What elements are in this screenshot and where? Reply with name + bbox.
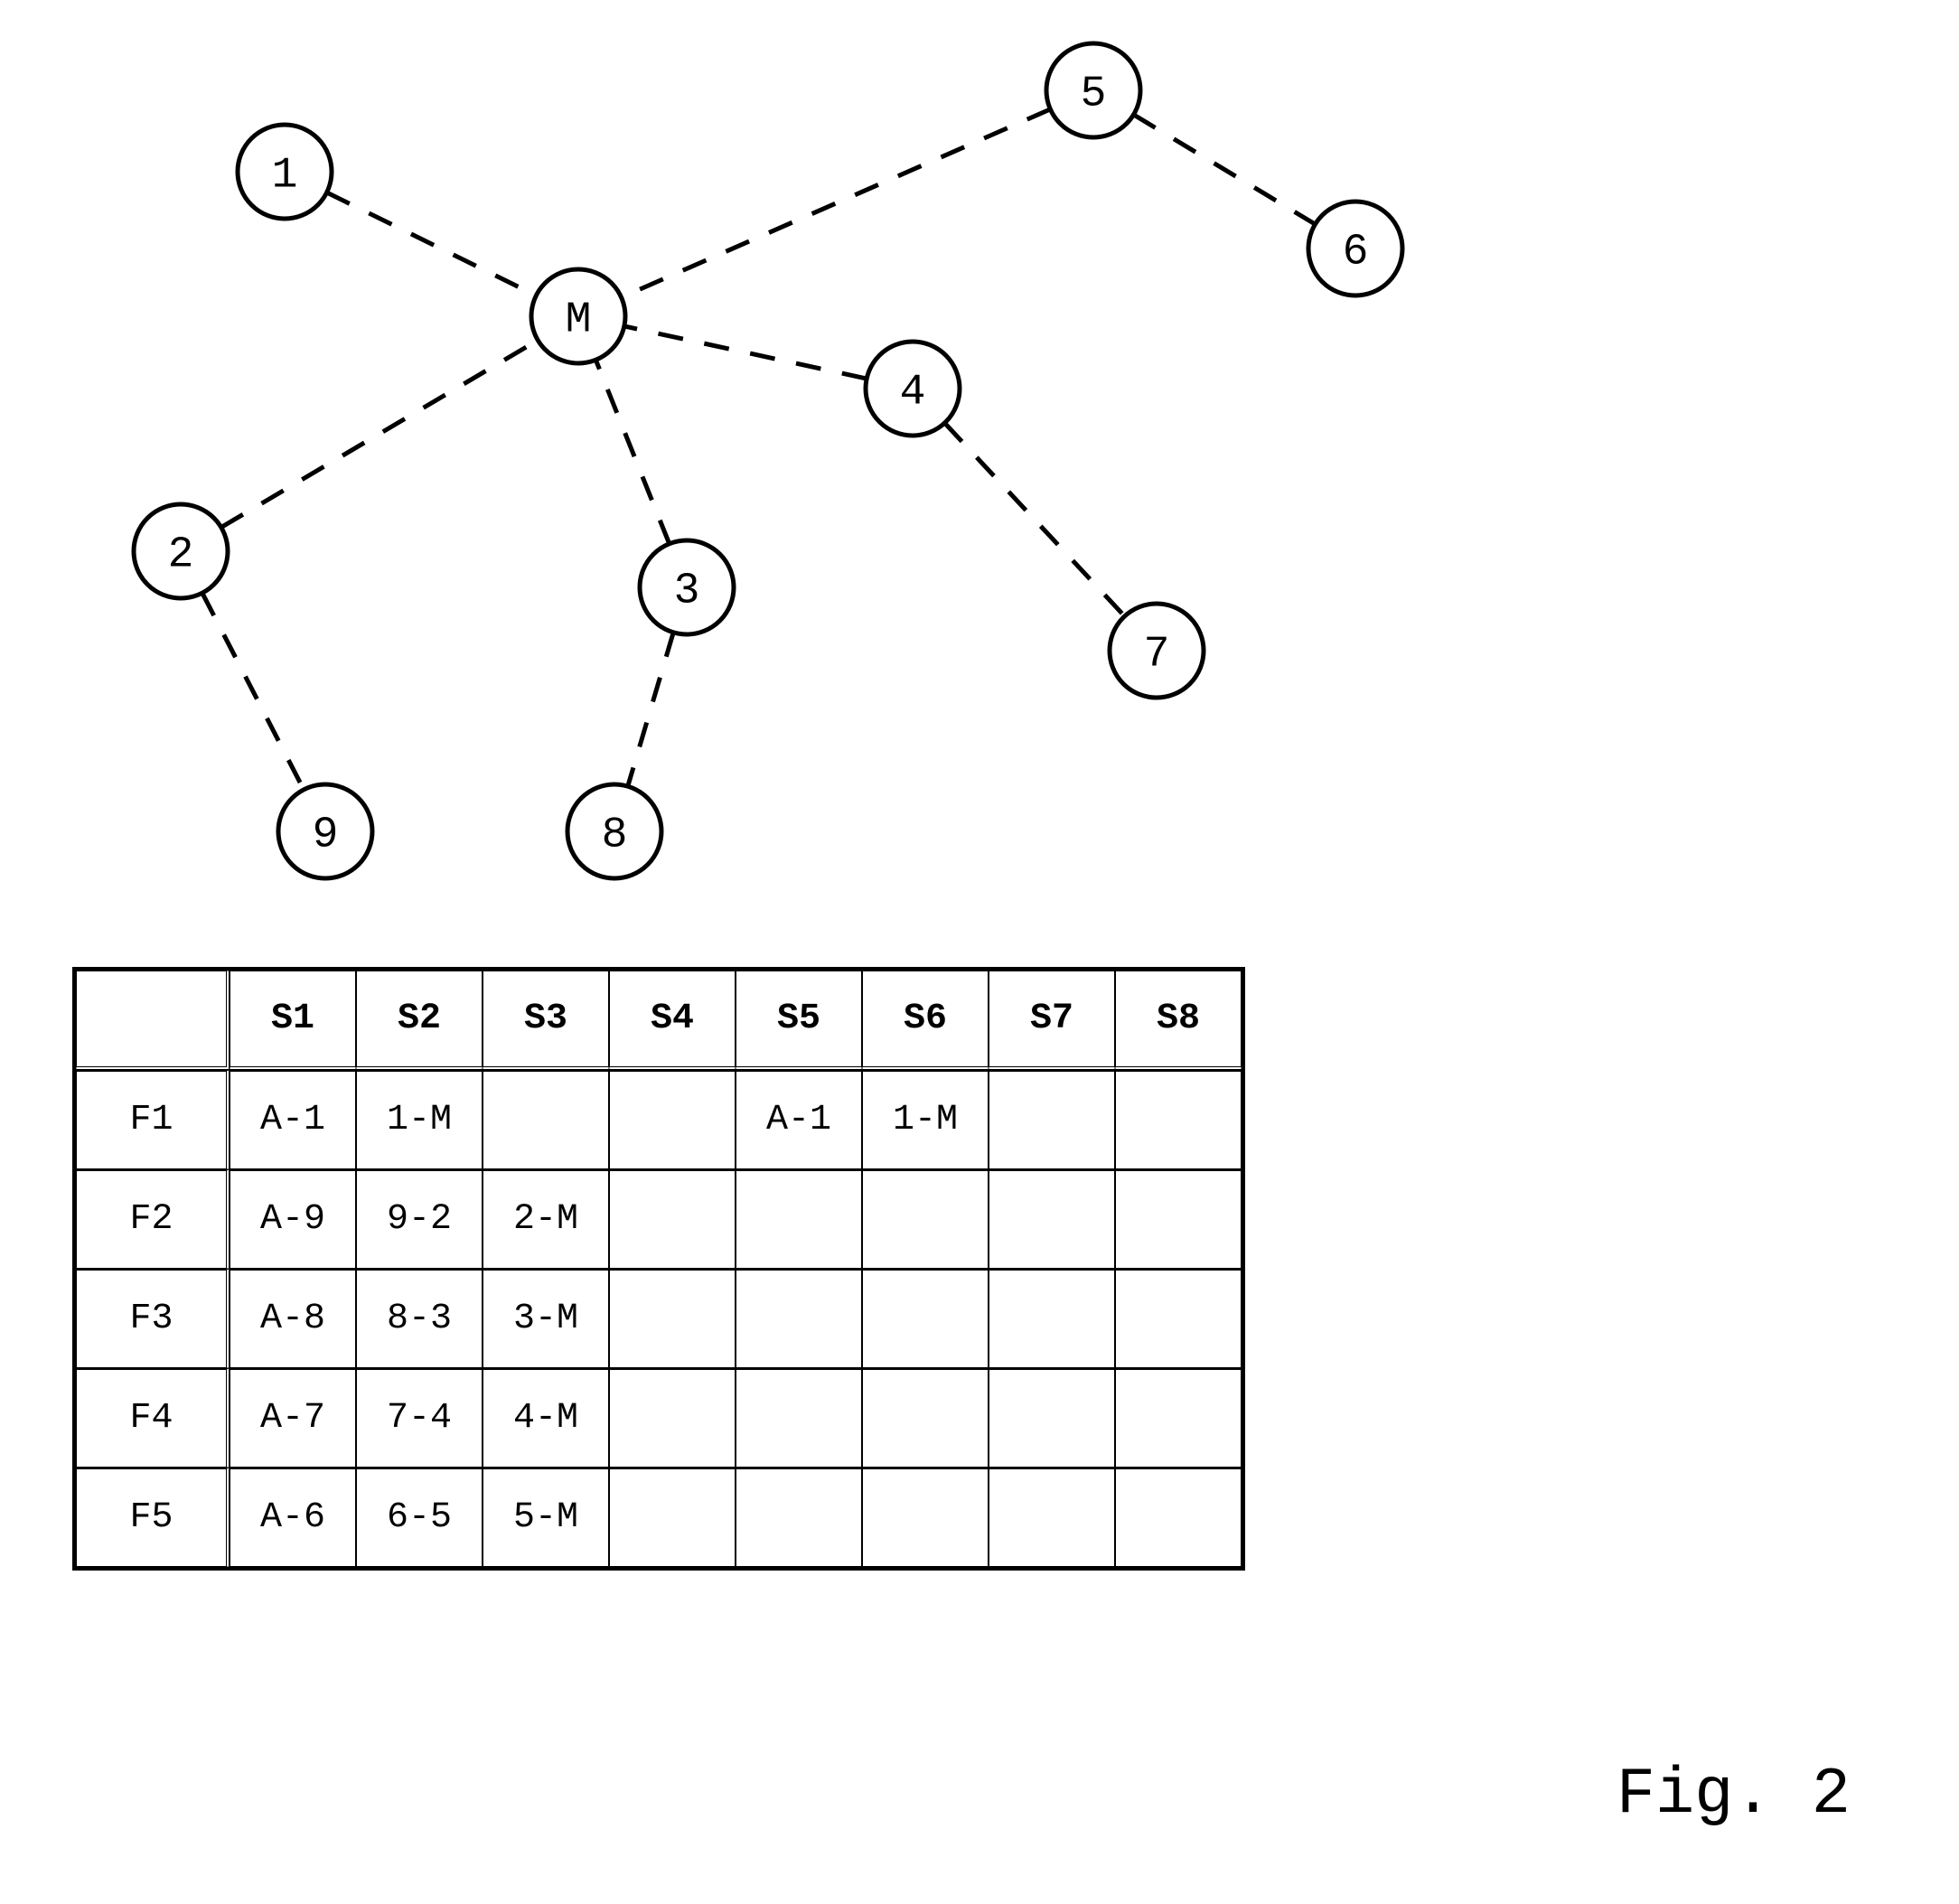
table-cell bbox=[736, 1368, 862, 1468]
edge-n2-n9 bbox=[202, 593, 304, 790]
table-cell bbox=[1115, 1468, 1242, 1567]
edge-n3-n8 bbox=[628, 633, 673, 786]
table-row: F3A-88-33-M bbox=[76, 1269, 1242, 1368]
table-cell bbox=[1115, 1269, 1242, 1368]
table-cell bbox=[1115, 1070, 1242, 1169]
node-label-2: 2 bbox=[168, 531, 194, 580]
node-1: 1 bbox=[238, 125, 332, 219]
edge-n3-nM bbox=[595, 360, 669, 543]
table-cell: 1-M bbox=[862, 1070, 989, 1169]
column-header: S5 bbox=[736, 971, 862, 1070]
graph-svg: 1 2 3 4 5 6 7 8 9 M bbox=[72, 18, 1518, 922]
node-9: 9 bbox=[278, 784, 372, 878]
table-cell bbox=[609, 1070, 736, 1169]
column-header: S1 bbox=[230, 971, 356, 1070]
table-cell bbox=[862, 1468, 989, 1567]
table-cell bbox=[1115, 1368, 1242, 1468]
table-cell bbox=[736, 1169, 862, 1269]
table-cell bbox=[989, 1269, 1115, 1368]
edge-n1-nM bbox=[327, 192, 537, 295]
table-row: F1A-11-MA-11-M bbox=[76, 1070, 1242, 1169]
column-header: S2 bbox=[356, 971, 483, 1070]
row-header: F5 bbox=[76, 1468, 230, 1567]
page: 123456789M S1S2S3S4S5S6S7S8 F1A-11-MA-11… bbox=[0, 0, 1959, 1904]
node-6: 6 bbox=[1308, 202, 1402, 295]
table-cell bbox=[609, 1468, 736, 1567]
edge-n4-n7 bbox=[944, 423, 1124, 616]
table-cell bbox=[989, 1070, 1115, 1169]
table-cell: A-8 bbox=[230, 1269, 356, 1368]
node-label-9: 9 bbox=[313, 811, 339, 860]
table-cell: 6-5 bbox=[356, 1468, 483, 1567]
node-3: 3 bbox=[640, 540, 734, 634]
node-7: 7 bbox=[1110, 604, 1204, 698]
table-corner bbox=[76, 971, 230, 1070]
node-label-8: 8 bbox=[602, 811, 628, 860]
table-cell: A-1 bbox=[736, 1070, 862, 1169]
table-row: F2A-99-22-M bbox=[76, 1169, 1242, 1269]
row-header: F1 bbox=[76, 1070, 230, 1169]
edge-n5-n6 bbox=[1134, 115, 1316, 224]
edge-n2-nM bbox=[221, 340, 538, 527]
node-5: 5 bbox=[1046, 43, 1140, 137]
table-cell: 7-4 bbox=[356, 1368, 483, 1468]
table-cell bbox=[989, 1368, 1115, 1468]
table-cell bbox=[609, 1169, 736, 1269]
table-cell bbox=[989, 1169, 1115, 1269]
column-header: S6 bbox=[862, 971, 989, 1070]
node-label-7: 7 bbox=[1144, 631, 1170, 680]
table-cell: 5-M bbox=[483, 1468, 609, 1567]
node-label-3: 3 bbox=[674, 567, 700, 616]
table-cell bbox=[736, 1269, 862, 1368]
table-cell: 2-M bbox=[483, 1169, 609, 1269]
schedule-table-wrap: S1S2S3S4S5S6S7S8 F1A-11-MA-11-MF2A-99-22… bbox=[72, 967, 1245, 1571]
table-cell bbox=[736, 1468, 862, 1567]
column-header: S8 bbox=[1115, 971, 1242, 1070]
node-2: 2 bbox=[134, 504, 228, 598]
table-cell bbox=[989, 1468, 1115, 1567]
table-cell: A-9 bbox=[230, 1169, 356, 1269]
node-4: 4 bbox=[866, 342, 960, 436]
table-cell: A-1 bbox=[230, 1070, 356, 1169]
table-cell: 8-3 bbox=[356, 1269, 483, 1368]
table-cell: A-6 bbox=[230, 1468, 356, 1567]
node-label-4: 4 bbox=[900, 369, 926, 417]
table-cell bbox=[609, 1368, 736, 1468]
table-cell: 1-M bbox=[356, 1070, 483, 1169]
node-label-1: 1 bbox=[272, 152, 298, 201]
table-cell bbox=[862, 1269, 989, 1368]
node-M: M bbox=[531, 269, 625, 363]
node-label-M: M bbox=[566, 296, 592, 345]
table-row: F4A-77-44-M bbox=[76, 1368, 1242, 1468]
table-cell: 4-M bbox=[483, 1368, 609, 1468]
edge-n5-nM bbox=[622, 109, 1051, 297]
table-cell: A-7 bbox=[230, 1368, 356, 1468]
node-label-5: 5 bbox=[1081, 70, 1107, 119]
edge-n4-nM bbox=[624, 326, 867, 379]
table-cell bbox=[862, 1169, 989, 1269]
node-label-6: 6 bbox=[1343, 229, 1369, 277]
table-row: F5A-66-55-M bbox=[76, 1468, 1242, 1567]
table-cell: 3-M bbox=[483, 1269, 609, 1368]
column-header: S7 bbox=[989, 971, 1115, 1070]
figure-caption: Fig. 2 bbox=[1617, 1758, 1851, 1832]
node-8: 8 bbox=[567, 784, 661, 878]
table-cell bbox=[483, 1070, 609, 1169]
row-header: F3 bbox=[76, 1269, 230, 1368]
table-cell bbox=[862, 1368, 989, 1468]
row-header: F2 bbox=[76, 1169, 230, 1269]
column-header: S4 bbox=[609, 971, 736, 1070]
schedule-table: S1S2S3S4S5S6S7S8 F1A-11-MA-11-MF2A-99-22… bbox=[72, 967, 1245, 1571]
network-graph: 1 2 3 4 5 6 7 8 9 M bbox=[72, 18, 1518, 922]
table-cell: 9-2 bbox=[356, 1169, 483, 1269]
table-cell bbox=[609, 1269, 736, 1368]
column-header: S3 bbox=[483, 971, 609, 1070]
row-header: F4 bbox=[76, 1368, 230, 1468]
table-cell bbox=[1115, 1169, 1242, 1269]
